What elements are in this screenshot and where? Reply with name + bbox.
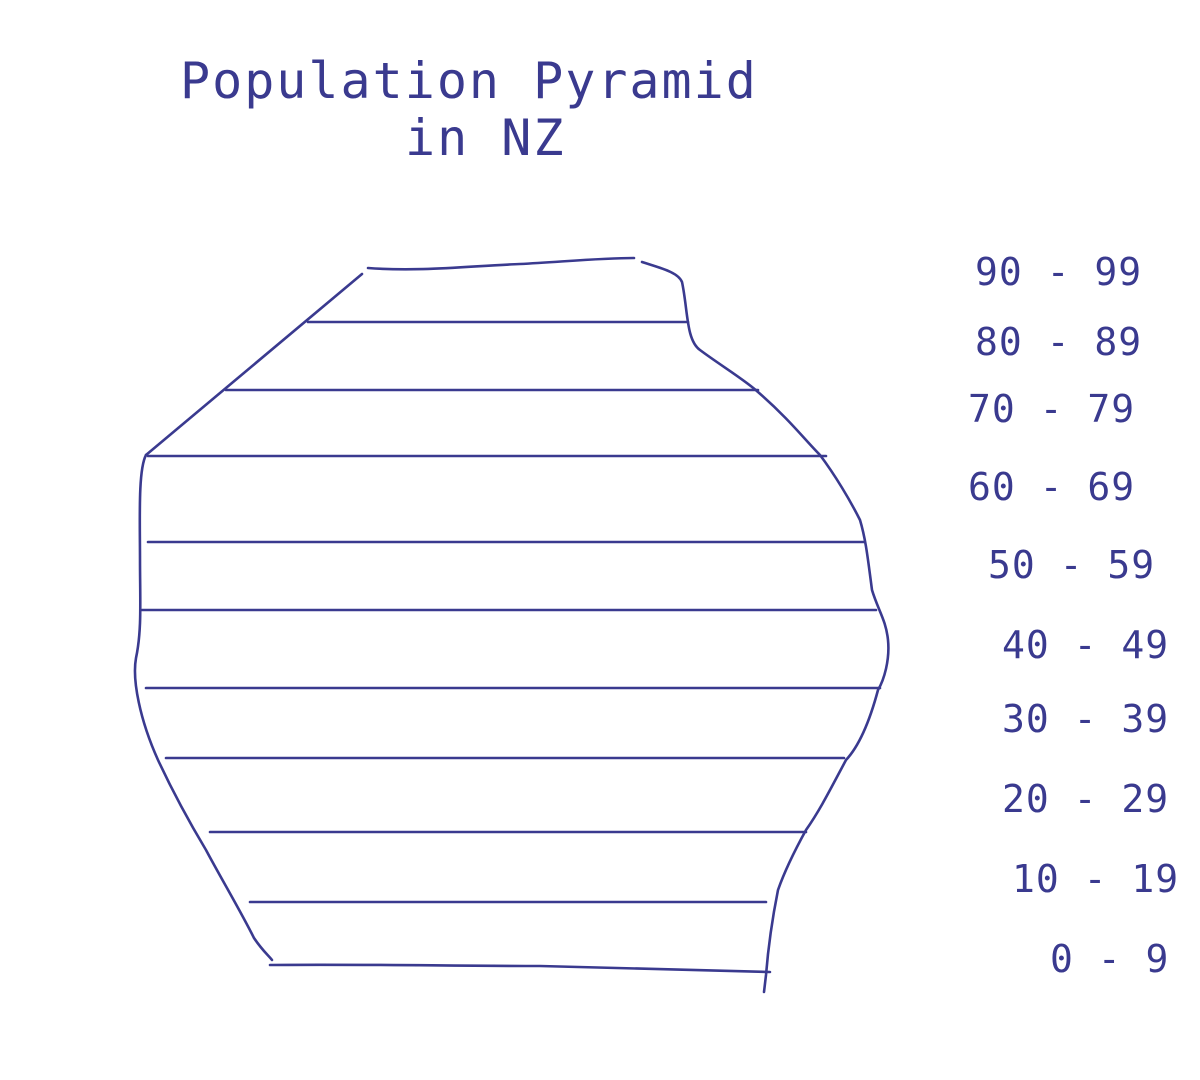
outline-right-side	[640, 260, 890, 994]
age-label-70-79: 70 - 79	[968, 387, 1135, 431]
age-label-60-69: 60 - 69	[968, 465, 1135, 509]
outline-left-diagonal	[144, 272, 364, 457]
outline-bottom-edge	[268, 963, 772, 974]
title-line-2: in NZ	[405, 109, 566, 167]
age-label-30-39: 30 - 39	[1002, 697, 1169, 741]
age-label-40-49: 40 - 49	[1002, 623, 1169, 667]
age-label-20-29: 20 - 29	[1002, 777, 1169, 821]
age-label-80-89: 80 - 89	[975, 320, 1142, 364]
outline-top-edge	[366, 256, 636, 271]
pyramid-outline	[133, 256, 890, 994]
age-label-0-9: 0 - 9	[1050, 937, 1169, 981]
pyramid-dividers	[140, 320, 882, 904]
age-label-50-59: 50 - 59	[988, 543, 1155, 587]
age-label-10-19: 10 - 19	[1012, 857, 1179, 901]
age-label-90-99: 90 - 99	[975, 250, 1142, 294]
outline-left-side	[133, 453, 274, 962]
age-group-labels: 90 - 99 80 - 89 70 - 79 60 - 69 50 - 59 …	[968, 250, 1179, 981]
title-line-1: Population Pyramid	[180, 52, 758, 110]
